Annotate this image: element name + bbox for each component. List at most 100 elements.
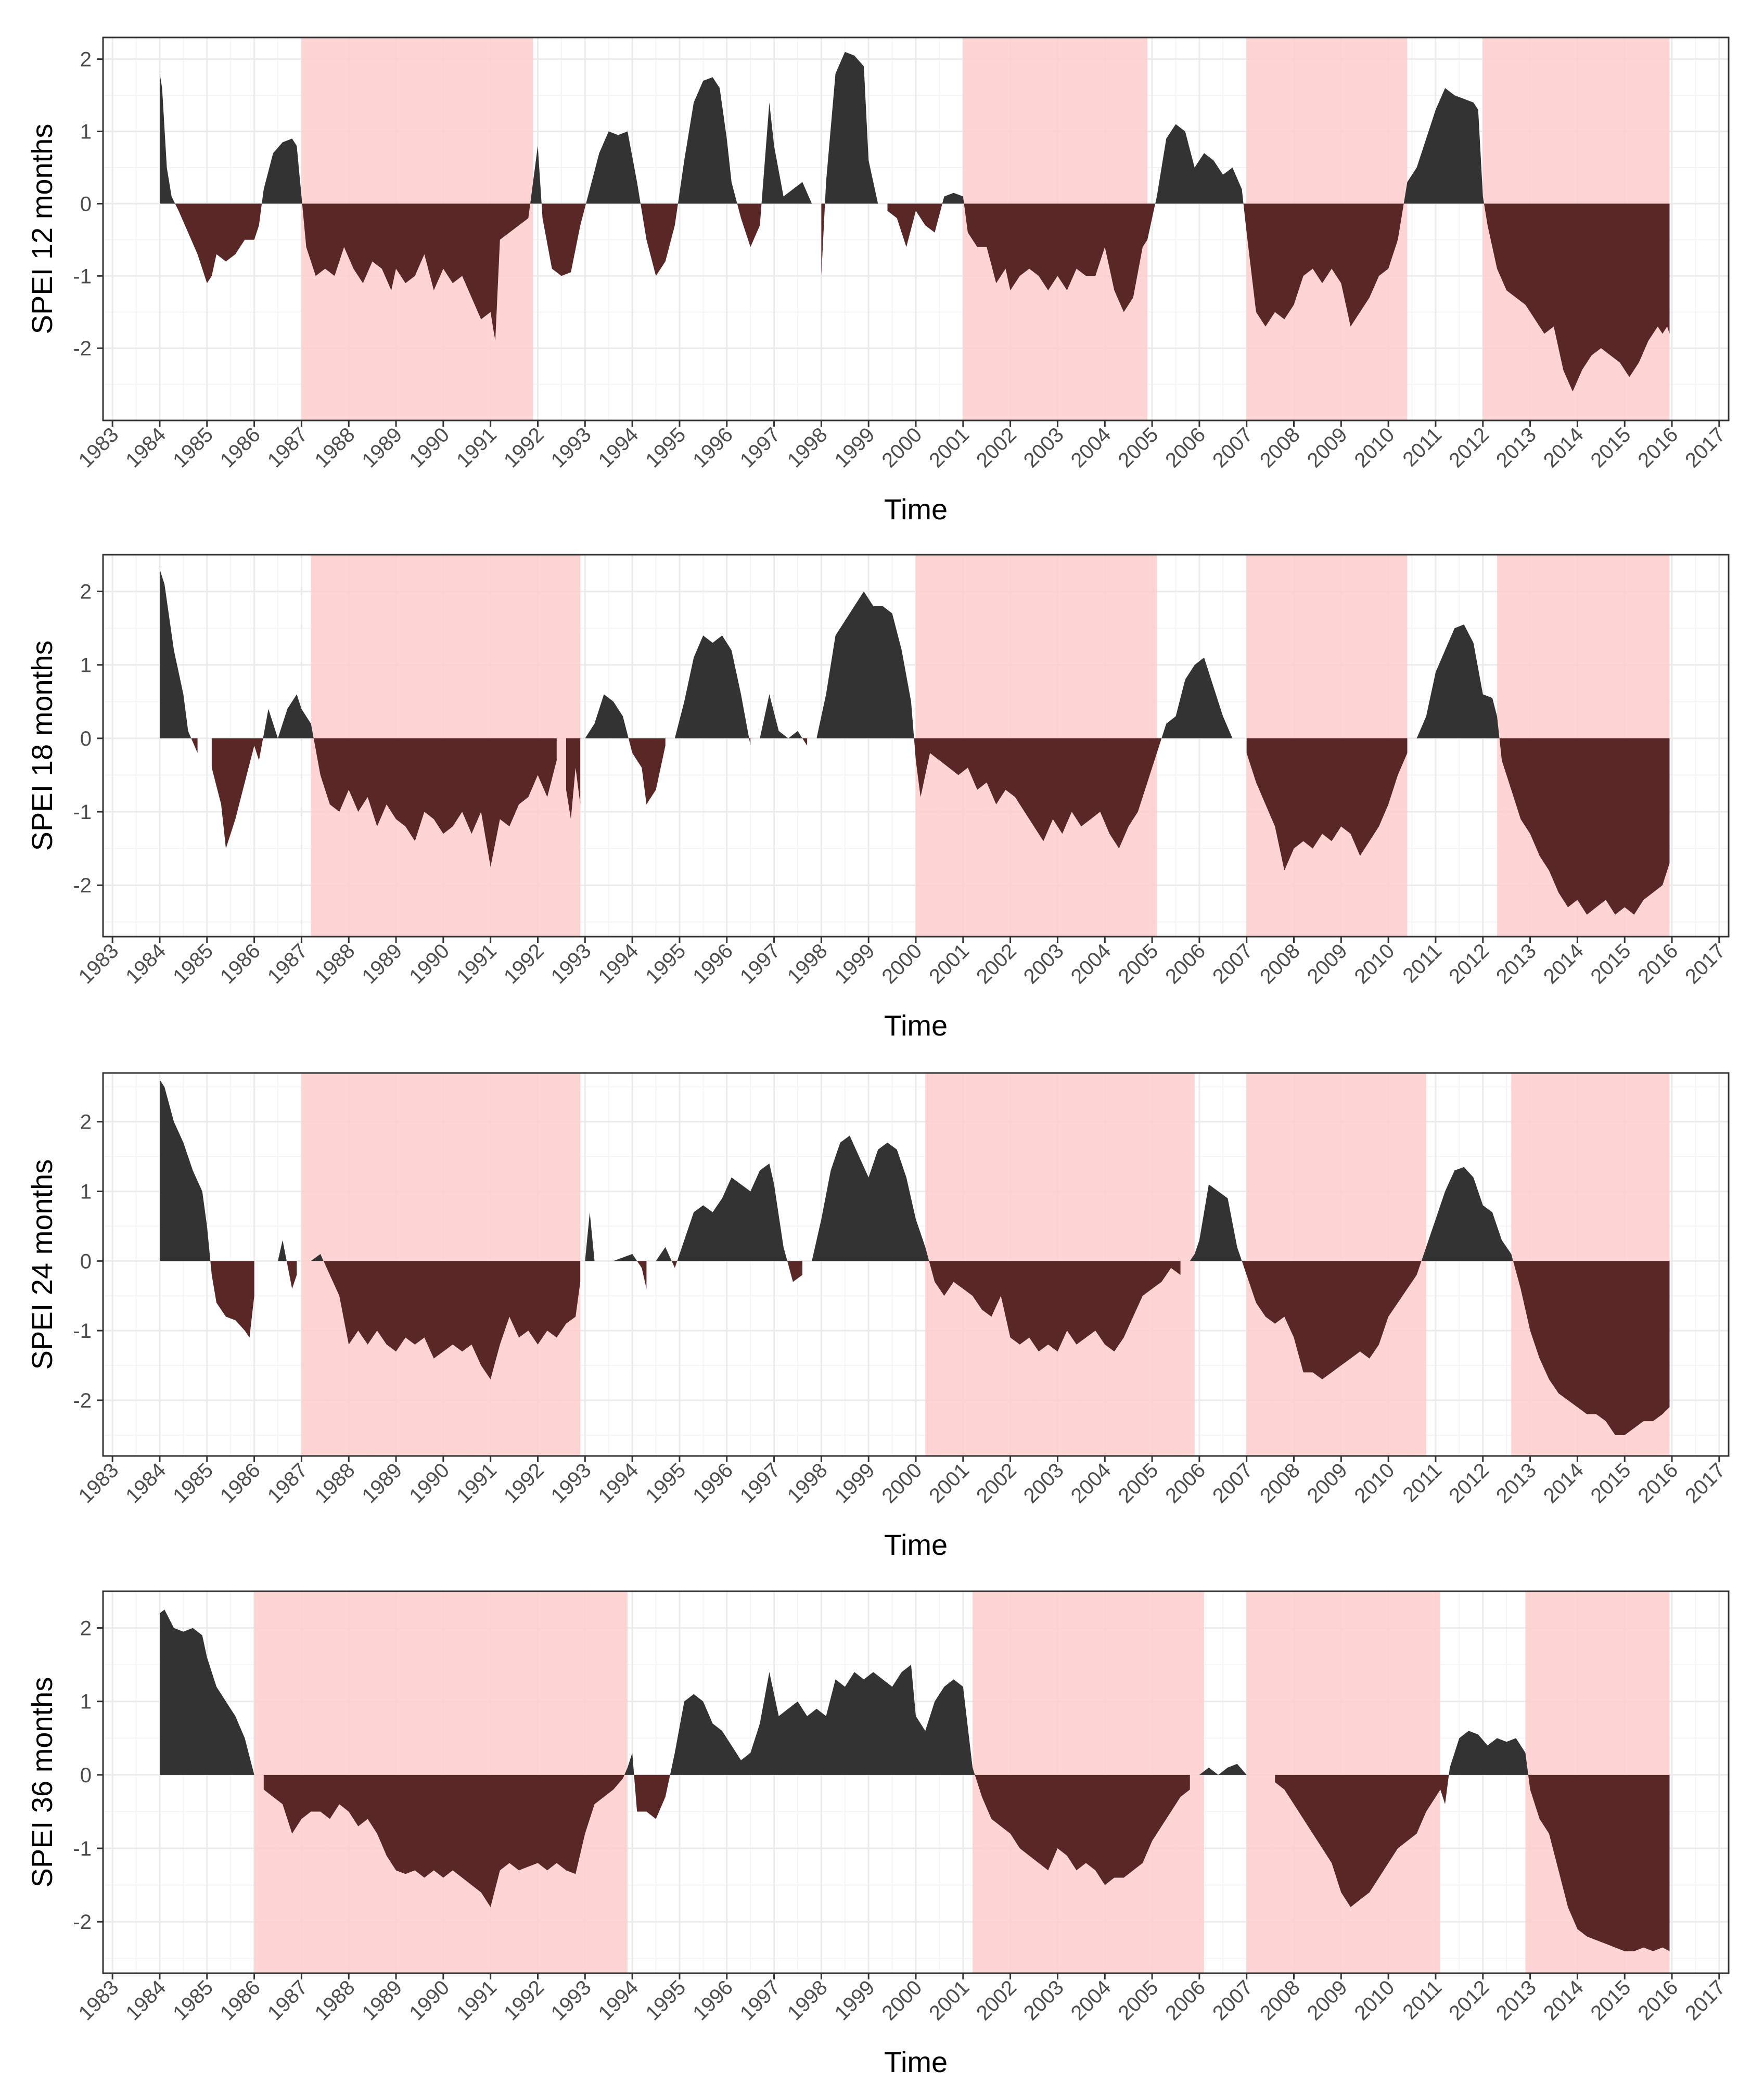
x-tick-label: 2005 [1114, 1976, 1162, 2025]
x-tick-label: 1992 [500, 1459, 548, 1507]
drought-area [211, 738, 263, 849]
drought-area [975, 1774, 1190, 1885]
x-tick-label: 1997 [736, 1976, 785, 2025]
wet-area [761, 103, 812, 204]
drought-area [1513, 1261, 1670, 1435]
drought-area [286, 1261, 297, 1289]
x-tick-label: 2002 [972, 939, 1021, 988]
wet-area [160, 1080, 211, 1261]
x-tick-label: 2017 [1681, 423, 1730, 472]
wet-area [942, 193, 964, 204]
x-tick-label: 1996 [688, 939, 737, 988]
drought-area [1242, 1261, 1422, 1379]
wet-area [816, 591, 914, 738]
x-tick-label: 1987 [263, 423, 312, 472]
x-tick-label: 2004 [1067, 423, 1116, 472]
x-tick-label: 2000 [877, 1976, 926, 2025]
x-tick-label: 1991 [452, 1459, 501, 1507]
x-tick-label: 1983 [74, 423, 123, 472]
x-tick-label: 2006 [1161, 1976, 1210, 2025]
wet-area [677, 1164, 787, 1261]
x-tick-label: 1995 [641, 423, 690, 472]
x-tick-label: 1992 [500, 939, 548, 988]
x-tick-label: 1995 [641, 939, 690, 988]
wet-area [1161, 657, 1242, 738]
x-tick-label: 2001 [925, 1976, 974, 2025]
x-tick-label: 1990 [405, 939, 454, 988]
y-tick-label: 0 [80, 1250, 92, 1273]
x-tick-label: 1999 [830, 1976, 879, 2025]
x-tick-label: 2008 [1256, 1459, 1305, 1507]
x-tick-label: 1985 [169, 423, 218, 472]
x-tick-label: 2012 [1445, 939, 1493, 988]
x-tick-label: 1994 [594, 939, 643, 988]
x-tick-label: 1991 [452, 1976, 501, 2025]
x-tick-label: 1993 [547, 1459, 596, 1507]
drought-area [323, 1261, 581, 1379]
wet-area [160, 1609, 254, 1775]
drought-area [566, 738, 581, 820]
x-tick-label: 2002 [972, 1459, 1021, 1507]
wet-area [624, 1753, 634, 1775]
y-tick-label: -2 [73, 337, 92, 360]
wet-area [812, 1135, 929, 1261]
x-tick-label: 2011 [1398, 939, 1446, 987]
drought-area [313, 738, 557, 867]
y-tick-label: 2 [80, 48, 92, 71]
y-tick-label: 0 [80, 1764, 92, 1787]
x-tick-label: 2005 [1114, 939, 1162, 988]
x-tick-label: 2014 [1539, 1976, 1588, 2025]
x-tick-label: 2000 [877, 1459, 926, 1507]
x-tick-label: 1997 [736, 423, 785, 472]
x-tick-label: 2001 [925, 423, 974, 472]
x-tick-label: 2015 [1587, 1976, 1635, 2025]
x-tick-label: 1988 [311, 423, 360, 472]
x-tick-label: 1991 [452, 939, 501, 988]
x-tick-label: 1983 [74, 1976, 123, 2025]
x-tick-label: 2016 [1633, 1976, 1682, 2025]
drought-area [628, 738, 666, 804]
drought-area [887, 203, 942, 247]
x-tick-label: 1996 [688, 1459, 737, 1507]
wet-area [1449, 1731, 1528, 1775]
x-tick-label: 2010 [1350, 423, 1399, 472]
x-tick-label: 1998 [783, 423, 832, 472]
x-tick-label: 1989 [357, 1976, 406, 2025]
x-tick-label: 2006 [1161, 1459, 1210, 1507]
x-tick-label: 2010 [1350, 1976, 1399, 2025]
drought-area [210, 1261, 254, 1338]
drought-area [191, 738, 198, 753]
x-tick-label: 1992 [500, 423, 548, 472]
wet-area [1403, 88, 1484, 204]
y-tick-label: -1 [73, 1837, 92, 1860]
x-tick-label: 1998 [783, 1976, 832, 2025]
x-tick-label: 2003 [1019, 423, 1068, 472]
drought-area [929, 1261, 1181, 1352]
x-tick-label: 2008 [1256, 939, 1305, 988]
x-tick-label: 1985 [169, 1459, 218, 1507]
wet-area [585, 694, 629, 738]
x-tick-label: 1987 [263, 1976, 312, 2025]
x-tick-label: 2008 [1256, 423, 1305, 472]
x-tick-label: 1994 [594, 1976, 643, 2025]
y-axis-title: SPEI 24 months [25, 1159, 58, 1370]
x-tick-label: 2002 [972, 423, 1021, 472]
drought-area [175, 203, 262, 284]
x-tick-label: 1999 [830, 1459, 879, 1507]
wet-area [586, 131, 641, 204]
x-tick-label: 1990 [405, 423, 454, 472]
wet-area [585, 1212, 595, 1261]
drought-area [821, 203, 825, 276]
x-tick-label: 2012 [1445, 1976, 1493, 2025]
x-tick-label: 2007 [1208, 1976, 1257, 2025]
x-tick-label: 1983 [74, 939, 123, 988]
x-tick-label: 2011 [1398, 423, 1446, 471]
wet-area [1155, 124, 1244, 204]
x-tick-label: 1991 [452, 423, 501, 472]
x-tick-label: 2000 [877, 423, 926, 472]
panel-4: -2-1012198319841985198619871988198919901… [25, 1590, 1730, 2078]
y-tick-label: 0 [80, 727, 92, 750]
x-tick-label: 1989 [357, 939, 406, 988]
x-tick-label: 1990 [405, 1976, 454, 2025]
y-tick-label: 2 [80, 581, 92, 604]
